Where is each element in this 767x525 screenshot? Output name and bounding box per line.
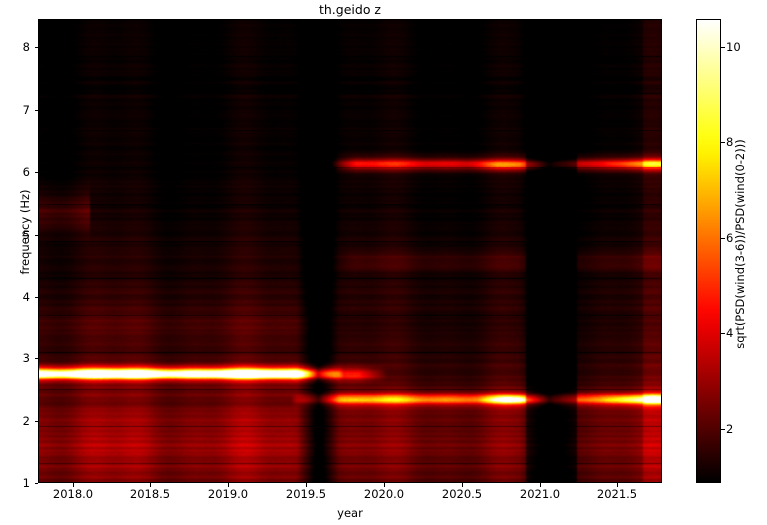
x-tick-label: 2018.0 bbox=[52, 487, 94, 501]
colorbar-tick-label: 6 bbox=[726, 231, 734, 245]
y-tick-label: 5 bbox=[22, 228, 30, 242]
colorbar-tick-mark bbox=[721, 429, 725, 430]
y-tick-mark bbox=[34, 421, 38, 422]
x-tick-mark bbox=[306, 483, 307, 487]
y-tick-mark bbox=[34, 235, 38, 236]
colorbar-tick-mark bbox=[721, 238, 725, 239]
x-tick-mark bbox=[462, 483, 463, 487]
y-tick-mark bbox=[34, 47, 38, 48]
x-tick-label: 2020.5 bbox=[441, 487, 483, 501]
colorbar-gradient bbox=[697, 20, 720, 482]
x-tick-mark bbox=[228, 483, 229, 487]
x-axis-title: year bbox=[337, 506, 363, 520]
spectrogram-axes[interactable] bbox=[38, 19, 662, 483]
x-tick-mark bbox=[73, 483, 74, 487]
x-tick-label: 2018.5 bbox=[129, 487, 171, 501]
plot-title: th.geido z bbox=[318, 2, 381, 17]
x-tick-label: 2021.0 bbox=[519, 487, 561, 501]
colorbar-title: sqrt(PSD(wind(3-6))/PSD(wind(0-2))) bbox=[733, 139, 747, 349]
y-tick-mark bbox=[34, 358, 38, 359]
x-tick-label: 2020.0 bbox=[363, 487, 405, 501]
x-tick-label: 2019.0 bbox=[207, 487, 249, 501]
x-tick-mark bbox=[150, 483, 151, 487]
y-tick-label: 7 bbox=[22, 103, 30, 117]
x-tick-mark bbox=[617, 483, 618, 487]
y-tick-label: 2 bbox=[22, 414, 30, 428]
y-tick-mark bbox=[34, 483, 38, 484]
x-tick-mark bbox=[384, 483, 385, 487]
x-tick-label: 2021.5 bbox=[596, 487, 638, 501]
y-tick-label: 8 bbox=[22, 40, 30, 54]
colorbar-tick-mark bbox=[721, 333, 725, 334]
colorbar-tick-label: 8 bbox=[726, 135, 734, 149]
spectrogram-image bbox=[38, 19, 662, 483]
y-tick-mark bbox=[34, 297, 38, 298]
x-tick-mark bbox=[540, 483, 541, 487]
colorbar-tick-mark bbox=[721, 47, 725, 48]
y-tick-mark bbox=[34, 172, 38, 173]
colorbar[interactable] bbox=[696, 19, 721, 483]
colorbar-tick-mark bbox=[721, 142, 725, 143]
colorbar-tick-label: 2 bbox=[726, 422, 734, 436]
colorbar-tick-label: 10 bbox=[726, 40, 741, 54]
y-tick-label: 6 bbox=[22, 165, 30, 179]
y-tick-mark bbox=[34, 110, 38, 111]
y-tick-label: 3 bbox=[22, 351, 30, 365]
y-tick-label: 4 bbox=[22, 290, 30, 304]
x-tick-label: 2019.5 bbox=[285, 487, 327, 501]
y-tick-label: 1 bbox=[22, 476, 30, 490]
colorbar-tick-label: 4 bbox=[726, 326, 734, 340]
